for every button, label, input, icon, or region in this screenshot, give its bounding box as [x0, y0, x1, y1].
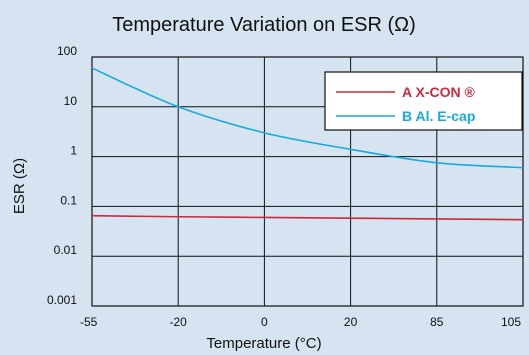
x-tick-label: 85 [430, 315, 444, 329]
legend-label-xcon: A X-CON ® [402, 84, 475, 100]
legend-label-alecap: B Al. E-cap [402, 108, 475, 124]
legend: A X-CON ® B Al. E-cap [324, 71, 523, 131]
x-tick-label: 105 [501, 315, 521, 329]
grid-lines [92, 57, 523, 306]
x-tick-labels: -55 -20 0 20 85 105 [80, 315, 521, 329]
y-tick-label: 0.001 [47, 293, 77, 307]
chart-title: Temperature Variation on ESR (Ω) [112, 14, 416, 36]
x-tick-label: -55 [80, 315, 98, 329]
x-axis-label: Temperature (°C) [206, 335, 321, 352]
x-tick-label: -20 [170, 315, 188, 329]
y-axis-label: ESR (Ω) [11, 158, 28, 214]
y-tick-labels: 100 10 1 0.1 0.01 0.001 [47, 44, 77, 307]
y-tick-label: 100 [57, 44, 77, 58]
x-tick-label: 20 [344, 315, 358, 329]
y-tick-label: 10 [64, 94, 78, 108]
series-line-xcon [91, 214, 524, 221]
y-tick-label: 0.01 [54, 243, 78, 257]
series-line-alecap [91, 67, 524, 169]
y-tick-label: 0.1 [60, 193, 77, 207]
y-tick-label: 1 [70, 144, 77, 158]
x-tick-label: 0 [261, 315, 268, 329]
series-lines [91, 67, 524, 221]
legend-box [324, 71, 523, 131]
